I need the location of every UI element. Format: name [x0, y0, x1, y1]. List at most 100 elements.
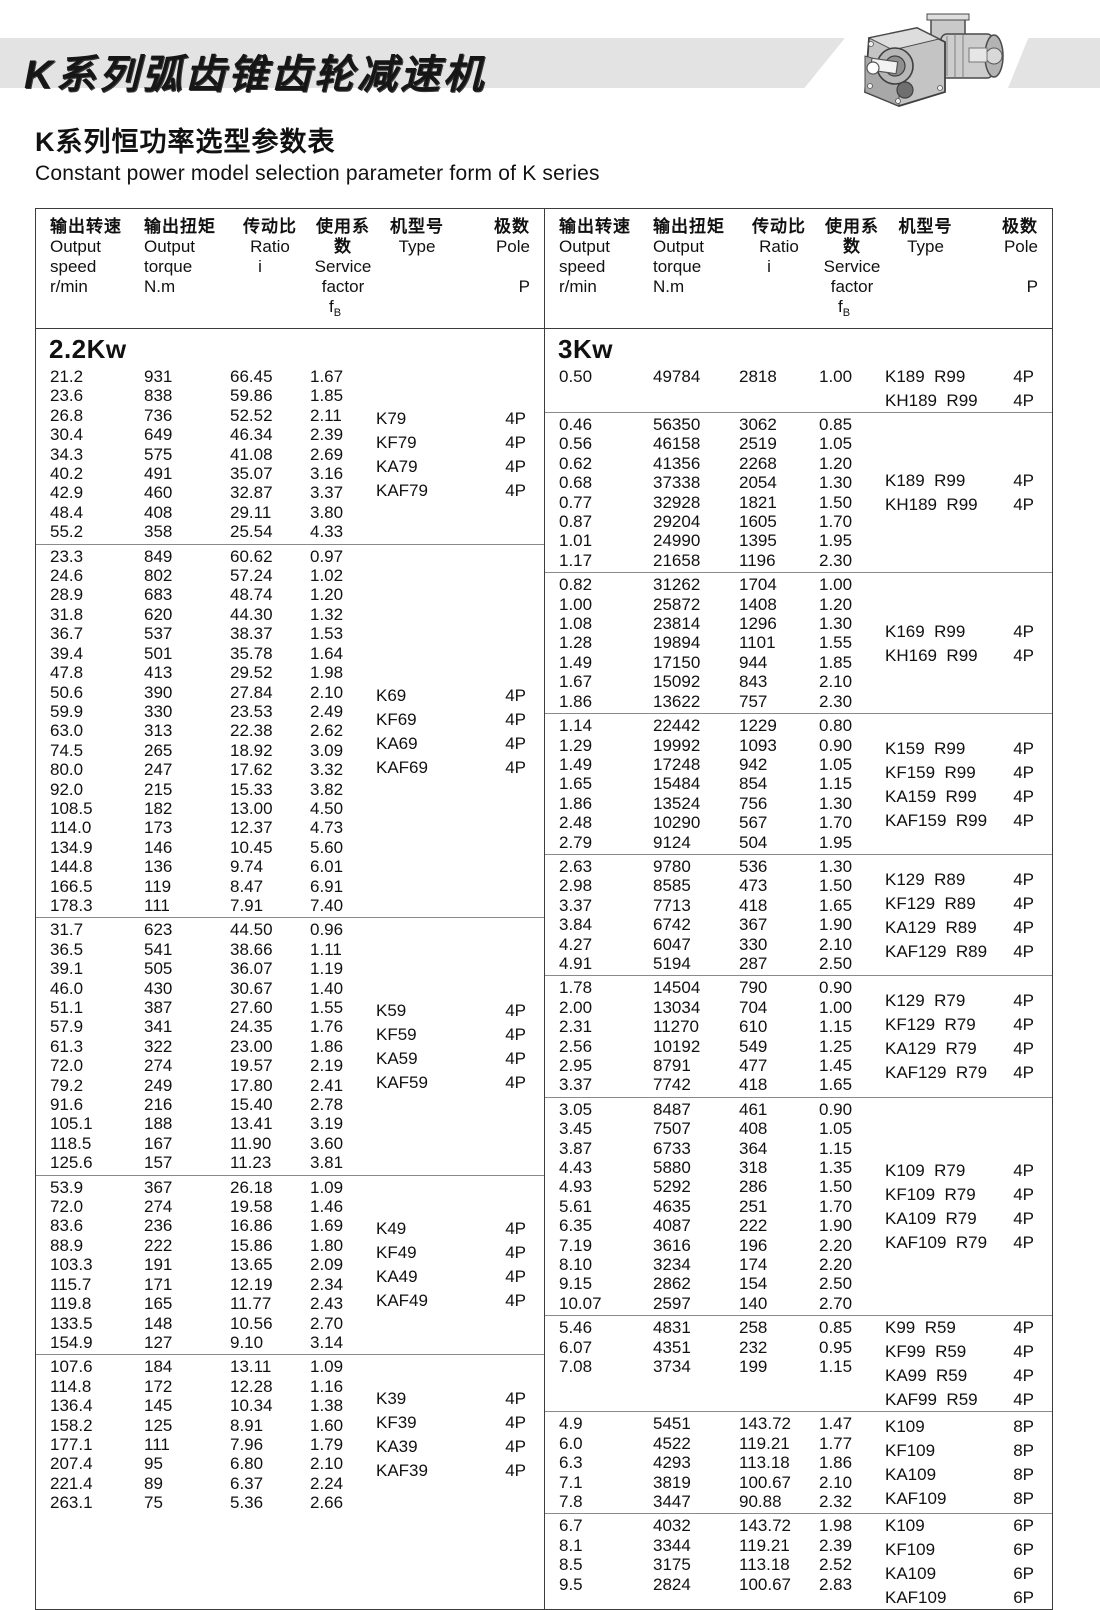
- cell-ratio: 119.21: [739, 1433, 790, 1453]
- cell-factor: 1.70: [819, 813, 853, 833]
- cell-factor: 2.09: [310, 1255, 344, 1275]
- table-row: 2.00 13034 704 1.00: [559, 998, 885, 1017]
- model-block: 5.46 4831 258 0.85 6.07 4351 232 0.95 7.08 3734 19…: [545, 1315, 1052, 1411]
- type-row: K189 R99 4P: [885, 471, 1034, 490]
- table-row: 2.79 9124 504 1.95: [559, 833, 885, 852]
- numeric-rows: 23.3 849 60.62 0.97 24.6 802 57.24 1.02 28.9 683 4…: [36, 547, 376, 916]
- table-row: 1.17 21658 1196 2.30: [559, 551, 885, 570]
- type-label: KA159 R99: [885, 786, 977, 806]
- type-row: KA109 R79 4P: [885, 1209, 1034, 1228]
- type-list: K69 4P KF69 4P KA69 4P KAF69 4P: [376, 547, 544, 916]
- cell-ratio: 29.52: [230, 663, 273, 683]
- type-label: KAF39: [376, 1461, 428, 1481]
- table-row: 6.0 4522 119.21 1.77: [559, 1434, 885, 1453]
- cell-ratio: 2818: [739, 367, 777, 386]
- cell-speed: 108.5: [50, 798, 93, 818]
- numeric-rows: 4.9 5451 143.72 1.47 6.0 4522 119.21 1.77 6.3 429…: [545, 1414, 885, 1511]
- cell-ratio: 942: [739, 754, 768, 774]
- cell-speed: 0.77: [559, 492, 593, 512]
- model-block: 0.82 31262 1704 1.00 1.00 25872 1408 1.20 1.08 23…: [545, 572, 1052, 713]
- pole-value: 4P: [505, 1073, 526, 1093]
- cell-torque: 21658: [653, 550, 701, 570]
- cell-torque: 575: [144, 444, 173, 464]
- table-row: 91.6 216 15.40 2.78: [50, 1095, 376, 1114]
- cell-ratio: 286: [739, 1177, 768, 1197]
- cell-torque: 2824: [653, 1574, 691, 1594]
- cell-ratio: 100.67: [739, 1472, 791, 1492]
- type-list: K39 4P KF39 4P KA39 4P KAF39 4P: [376, 1357, 544, 1512]
- cell-speed: 1.17: [559, 550, 593, 570]
- table-row: 136.4 145 10.34 1.38: [50, 1396, 376, 1415]
- cell-speed: 48.4: [50, 502, 84, 522]
- header-pole: 极数 Pole P: [494, 217, 530, 296]
- table-row: 166.5 119 8.47 6.91: [50, 877, 376, 896]
- type-list: K99 R59 4P KF99 R59 4P KA99 R59 4P KAF99 R59 4P: [885, 1318, 1052, 1409]
- cell-torque: 7713: [653, 895, 691, 915]
- pole-value: 4P: [505, 1267, 526, 1287]
- cell-ratio: 10.34: [230, 1396, 273, 1416]
- table-row: 1.67 15092 843 2.10: [559, 672, 885, 691]
- type-row: K129 R89 4P: [885, 870, 1034, 889]
- type-list: K169 R99 4P KH169 R99 4P: [885, 575, 1052, 711]
- header-speed: 输出转速 Output speed r/min: [559, 217, 631, 296]
- cell-torque: 111: [144, 1434, 170, 1454]
- table-row: 2.63 9780 536 1.30: [559, 857, 885, 876]
- table-row: 1.08 23814 1296 1.30: [559, 614, 885, 633]
- cell-torque: 931: [144, 367, 173, 386]
- cell-torque: 17150: [653, 652, 701, 672]
- type-row: KA109 6P: [885, 1564, 1034, 1583]
- type-row: KAF109 6P: [885, 1588, 1034, 1607]
- type-list: K159 R99 4P KF159 R99 4P KA159 R99 4P KAF159 R…: [885, 716, 1052, 852]
- cell-torque: 358: [144, 522, 173, 542]
- numeric-rows: 31.7 623 44.50 0.96 36.5 541 38.66 1.11 39.1 505 3…: [36, 920, 376, 1172]
- table-row: 80.0 247 17.62 3.32: [50, 760, 376, 779]
- table-row: 46.0 430 30.67 1.40: [50, 979, 376, 998]
- cell-ratio: 60.62: [230, 546, 273, 566]
- cell-ratio: 251: [739, 1196, 768, 1216]
- table-row: 50.6 390 27.84 2.10: [50, 683, 376, 702]
- cell-torque: 3175: [653, 1555, 691, 1575]
- model-block: 6.7 4032 143.72 1.98 8.1 3344 119.21 2.39 8.5 317…: [545, 1513, 1052, 1609]
- cell-torque: 125: [144, 1415, 173, 1435]
- cell-speed: 221.4: [50, 1473, 93, 1493]
- cell-factor: 1.15: [819, 1357, 853, 1377]
- cell-ratio: 17.62: [230, 760, 273, 780]
- cell-torque: 2862: [653, 1274, 691, 1294]
- table-row: 31.7 623 44.50 0.96: [50, 920, 376, 939]
- type-list: K129 R89 4P KF129 R89 4P KA129 R89 4P KAF129 R…: [885, 857, 1052, 973]
- cell-torque: 5194: [653, 953, 691, 973]
- numeric-rows: 0.82 31262 1704 1.00 1.00 25872 1408 1.20 1.08 23…: [545, 575, 885, 711]
- cell-factor: 1.15: [819, 1138, 853, 1158]
- type-label: K49: [376, 1219, 407, 1239]
- pole-value: 8P: [1013, 1489, 1034, 1509]
- type-row: K109 6P: [885, 1516, 1034, 1535]
- gear-reducer-illustration: [864, 13, 1004, 107]
- type-row: KAF109 8P: [885, 1489, 1034, 1508]
- table-row: 79.2 249 17.80 2.41: [50, 1076, 376, 1095]
- table-row: 36.5 541 38.66 1.11: [50, 940, 376, 959]
- cell-speed: 23.3: [50, 546, 84, 566]
- cell-torque: 460: [144, 483, 173, 503]
- type-row: KAF49 4P: [376, 1291, 526, 1310]
- cell-torque: 157: [144, 1153, 173, 1173]
- cell-ratio: 90.88: [739, 1491, 782, 1511]
- cell-speed: 4.93: [559, 1177, 593, 1197]
- table-row: 2.56 10192 549 1.25: [559, 1037, 885, 1056]
- cell-speed: 7.19: [559, 1235, 593, 1255]
- cell-torque: 367: [144, 1177, 173, 1197]
- type-row: KAF129 R79 4P: [885, 1063, 1034, 1082]
- type-list: K109 R79 4P KF109 R79 4P KA109 R79 4P KAF109 R…: [885, 1100, 1052, 1313]
- cell-speed: 136.4: [50, 1396, 93, 1416]
- type-label: KF59: [376, 1025, 417, 1045]
- type-label: KAF129 R89: [885, 941, 988, 961]
- type-label: KF79: [376, 432, 417, 452]
- cell-torque: 191: [144, 1255, 173, 1275]
- cell-torque: 171: [144, 1274, 173, 1294]
- model-block: 53.9 367 26.18 1.09 72.0 274 19.58 1.46 83.6 236 1…: [36, 1174, 544, 1355]
- cell-factor: 6.01: [310, 857, 344, 877]
- cell-speed: 115.7: [50, 1274, 92, 1294]
- cell-ratio: 1704: [739, 575, 777, 595]
- table-row: 88.9 222 15.86 1.80: [50, 1236, 376, 1255]
- type-label: K109: [885, 1516, 925, 1536]
- cell-factor: 3.09: [310, 740, 344, 760]
